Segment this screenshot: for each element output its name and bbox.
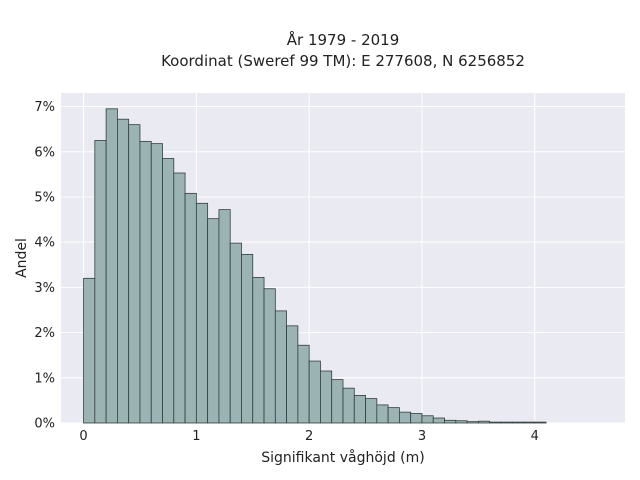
histogram-bar — [444, 419, 457, 424]
histogram-bar — [252, 277, 265, 424]
histogram-bar — [184, 192, 197, 424]
histogram-bar — [83, 277, 96, 424]
histogram-bar — [432, 417, 445, 424]
y-tick-label: 3% — [34, 281, 55, 296]
histogram-bar — [139, 140, 152, 424]
histogram-bar — [274, 310, 288, 424]
histogram-bar — [511, 421, 524, 424]
x-tick-label: 3 — [418, 429, 426, 444]
histogram-bar — [173, 172, 186, 424]
histogram-bar — [94, 140, 107, 424]
histogram-bar — [320, 370, 333, 424]
y-tick-label: 7% — [34, 100, 55, 115]
histogram-bar — [466, 421, 479, 424]
histogram-bar — [241, 253, 254, 424]
histogram-bar — [150, 143, 163, 424]
y-axis-ticks: 0% 1% 2% 3% 4% 5% 6% 7% — [34, 100, 55, 431]
y-tick-label: 2% — [34, 326, 55, 341]
histogram-bar — [195, 202, 209, 424]
chart-title-line2: Koordinat (Sweref 99 TM): E 277608, N 62… — [161, 52, 525, 70]
histogram-bar — [477, 420, 491, 424]
histogram-bar — [489, 421, 502, 424]
x-tick-label: 0 — [79, 429, 87, 444]
x-axis-ticks: 0 1 2 3 4 — [79, 429, 538, 444]
x-tick-label: 2 — [305, 429, 313, 444]
histogram-bar — [331, 379, 344, 424]
y-tick-label: 5% — [34, 190, 55, 205]
histogram-bars — [83, 108, 547, 424]
y-tick-label: 0% — [34, 417, 55, 432]
histogram-bar — [523, 421, 536, 424]
y-tick-label: 6% — [34, 145, 55, 160]
chart-title-line1: År 1979 - 2019 — [287, 30, 400, 49]
y-axis-label: Andel — [14, 238, 30, 278]
histogram-bar — [365, 398, 378, 424]
histogram-bar — [162, 158, 175, 424]
histogram-bar — [410, 413, 423, 424]
histogram-bar — [376, 404, 389, 424]
histogram-bar — [342, 387, 355, 424]
histogram-bar — [218, 209, 231, 424]
x-axis-label: Signifikant våghöjd (m) — [261, 449, 424, 466]
histogram-bar — [207, 218, 220, 424]
y-tick-label: 4% — [34, 236, 55, 251]
histogram-bar — [421, 415, 434, 424]
histogram-bar — [286, 325, 299, 424]
x-tick-label: 4 — [531, 429, 539, 444]
histogram-bar — [500, 421, 513, 424]
histogram-bar — [534, 421, 547, 424]
histogram-bar — [263, 288, 276, 424]
histogram-bar — [455, 420, 468, 424]
y-tick-label: 1% — [34, 371, 55, 386]
histogram-bar — [387, 407, 400, 424]
histogram-bar — [105, 108, 118, 424]
histogram-bar — [398, 411, 412, 424]
histogram-bar — [353, 395, 366, 424]
histogram-bar — [229, 242, 242, 424]
x-tick-label: 1 — [192, 429, 200, 444]
histogram-bar — [128, 124, 141, 424]
histogram-bar — [117, 118, 130, 424]
histogram-bar — [297, 344, 310, 424]
histogram-bar — [308, 360, 321, 424]
